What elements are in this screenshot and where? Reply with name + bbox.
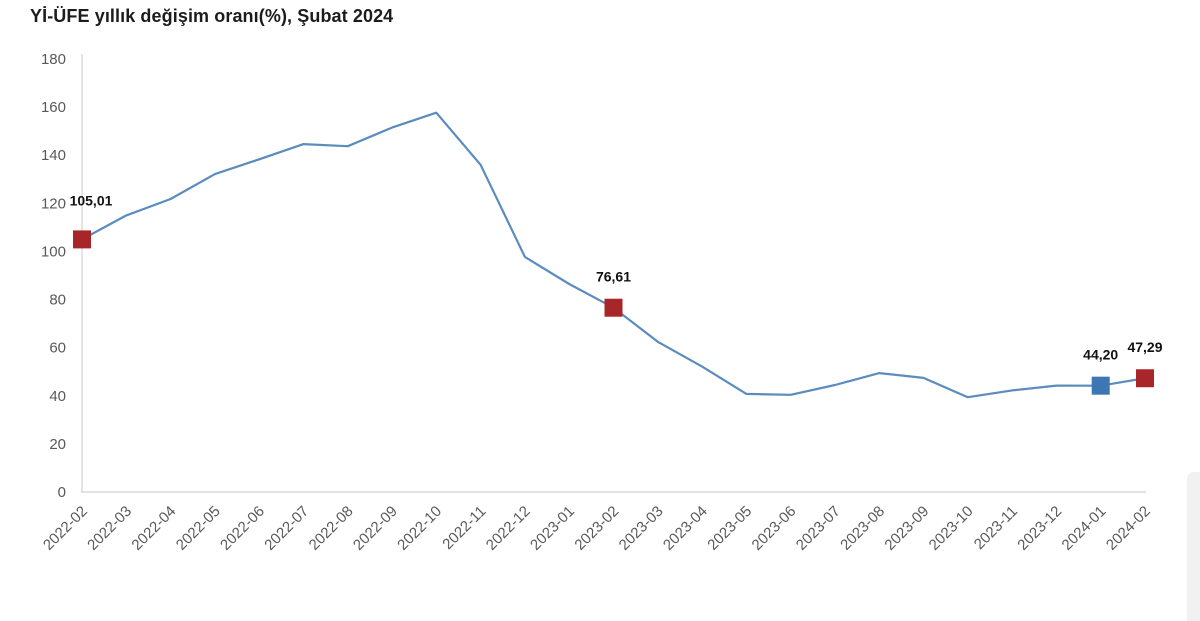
x-tick-label: 2023-04 xyxy=(660,503,711,554)
x-tick-label: 2023-12 xyxy=(1014,503,1065,554)
point-label-2023-02: 76,61 xyxy=(596,269,631,285)
y-tick-label: 20 xyxy=(49,436,66,453)
x-tick-label: 2022-08 xyxy=(306,503,357,554)
x-tick-label: 2022-02 xyxy=(40,503,91,554)
y-tick-label: 140 xyxy=(41,147,66,164)
series-line xyxy=(80,111,1147,399)
background-strip xyxy=(1187,472,1200,621)
y-tick-label: 80 xyxy=(49,292,66,309)
x-tick-label: 2022-12 xyxy=(483,503,534,554)
x-tick-label: 2023-03 xyxy=(616,503,667,554)
x-tick-label: 2022-09 xyxy=(350,503,401,554)
point-marker-2023-02 xyxy=(604,298,623,317)
y-tick-label: 60 xyxy=(49,340,66,357)
x-tick-label: 2023-08 xyxy=(837,503,888,554)
x-tick-label: 2022-04 xyxy=(128,503,179,554)
y-tick-label: 0 xyxy=(58,484,66,501)
x-tick-label: 2022-06 xyxy=(217,503,268,554)
chart-title: Yİ-ÜFE yıllık değişim oranı(%), Şubat 20… xyxy=(30,6,394,26)
y-tick-label: 120 xyxy=(41,195,66,212)
x-tick-label: 2023-07 xyxy=(793,503,844,554)
point-label-2022-02: 105,01 xyxy=(70,192,113,208)
point-marker-2024-01 xyxy=(1091,376,1110,395)
x-tick-label: 2022-05 xyxy=(173,503,224,554)
x-tick-label: 2023-02 xyxy=(571,503,622,554)
y-tick-label: 40 xyxy=(49,388,66,405)
point-marker-2024-02 xyxy=(1136,369,1154,388)
y-tick-label: 160 xyxy=(41,99,66,116)
x-tick-label: 2023-06 xyxy=(749,503,800,554)
x-tick-label: 2023-05 xyxy=(704,503,755,554)
point-marker-2022-02 xyxy=(73,230,91,249)
x-tick-label: 2024-02 xyxy=(1103,503,1154,554)
x-tick-label: 2022-03 xyxy=(84,503,135,554)
point-label-2024-02: 47,29 xyxy=(1127,339,1162,355)
x-tick-label: 2023-09 xyxy=(881,503,932,554)
point-label-2024-01: 44,20 xyxy=(1083,347,1118,363)
x-tick-label: 2022-11 xyxy=(439,503,489,553)
x-tick-label: 2022-10 xyxy=(394,503,445,554)
x-tick-label: 2023-11 xyxy=(971,503,1021,553)
x-tick-label: 2022-07 xyxy=(261,503,312,554)
y-tick-label: 100 xyxy=(41,243,66,260)
x-tick-label: 2024-01 xyxy=(1059,503,1110,554)
x-tick-label: 2023-01 xyxy=(527,503,578,554)
y-tick-label: 180 xyxy=(41,51,66,68)
x-tick-label: 2023-10 xyxy=(926,503,977,554)
